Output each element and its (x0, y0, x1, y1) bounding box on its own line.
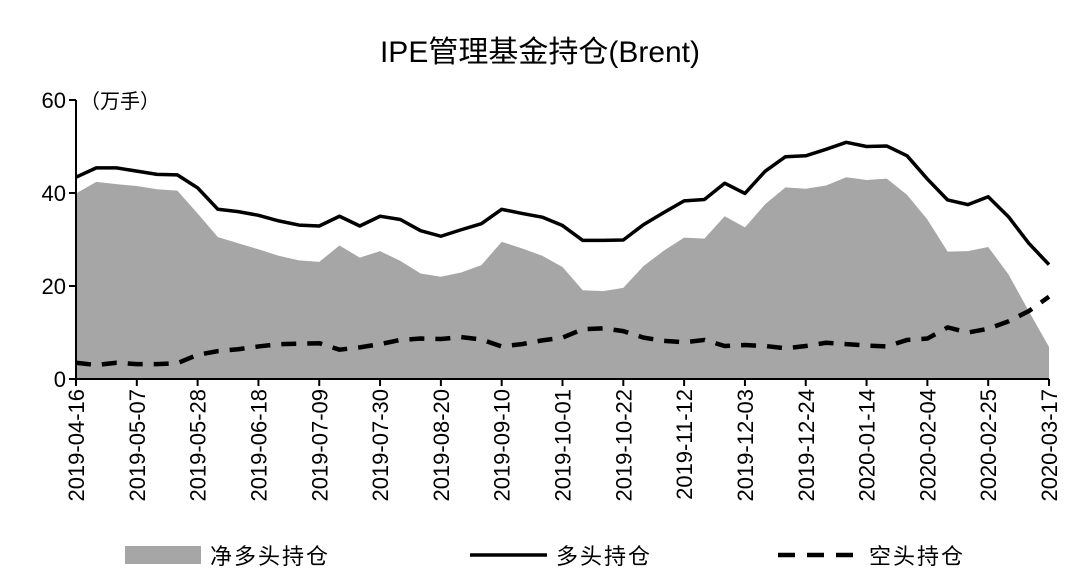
x-tick-label: 2019-09-10 (490, 389, 515, 502)
x-tick-label: 2019-12-24 (794, 389, 819, 502)
x-tick-label: 2019-11-12 (672, 389, 697, 500)
legend: 净多头持仓 多头持仓 空头持仓 (125, 545, 965, 570)
x-tick-label: 2020-02-25 (976, 389, 1001, 502)
x-tick-label: 2019-04-16 (64, 389, 89, 502)
chart-title: IPE管理基金持仓(Brent) (380, 36, 700, 69)
x-tick-label: 2019-08-20 (429, 389, 454, 502)
x-tick-label: 2019-05-28 (186, 389, 211, 502)
x-tick-label: 2019-10-01 (551, 389, 576, 502)
x-tick-label: 2019-06-18 (246, 389, 271, 502)
x-tick-label: 2020-03-17 (1037, 389, 1062, 502)
y-tick-label: 40 (42, 181, 66, 206)
legend-swatch-net-long (125, 546, 201, 564)
series-line-long (75, 140, 1051, 266)
legend-label-net-long: 净多头持仓 (210, 545, 330, 570)
legend-label-short: 空头持仓 (869, 545, 965, 570)
y-tick-label: 0 (54, 367, 66, 392)
x-tick-label: 2019-05-07 (125, 389, 150, 502)
x-ticks: 2019-04-16 2019-05-07 2019-05-28 2019-06-18… (64, 379, 1062, 502)
x-tick-label: 2019-12-03 (733, 389, 758, 502)
x-tick-label: 2020-01-14 (855, 389, 880, 502)
series-area-net-long (76, 177, 1049, 379)
series-line-short (75, 294, 1051, 368)
y-ticks: 0 20 40 60 (42, 88, 76, 392)
x-tick-label: 2020-02-04 (915, 389, 940, 502)
x-tick-label: 2019-07-30 (368, 389, 393, 502)
legend-label-long: 多头持仓 (556, 545, 652, 570)
y-unit-label: （万手） (80, 89, 160, 113)
x-tick-label: 2019-10-22 (611, 389, 636, 502)
x-tick-label: 2019-07-09 (307, 389, 332, 502)
y-tick-label: 60 (42, 88, 66, 113)
series-area-layer (76, 177, 1049, 379)
series-line-layer (75, 140, 1051, 368)
y-tick-label: 20 (42, 274, 66, 299)
